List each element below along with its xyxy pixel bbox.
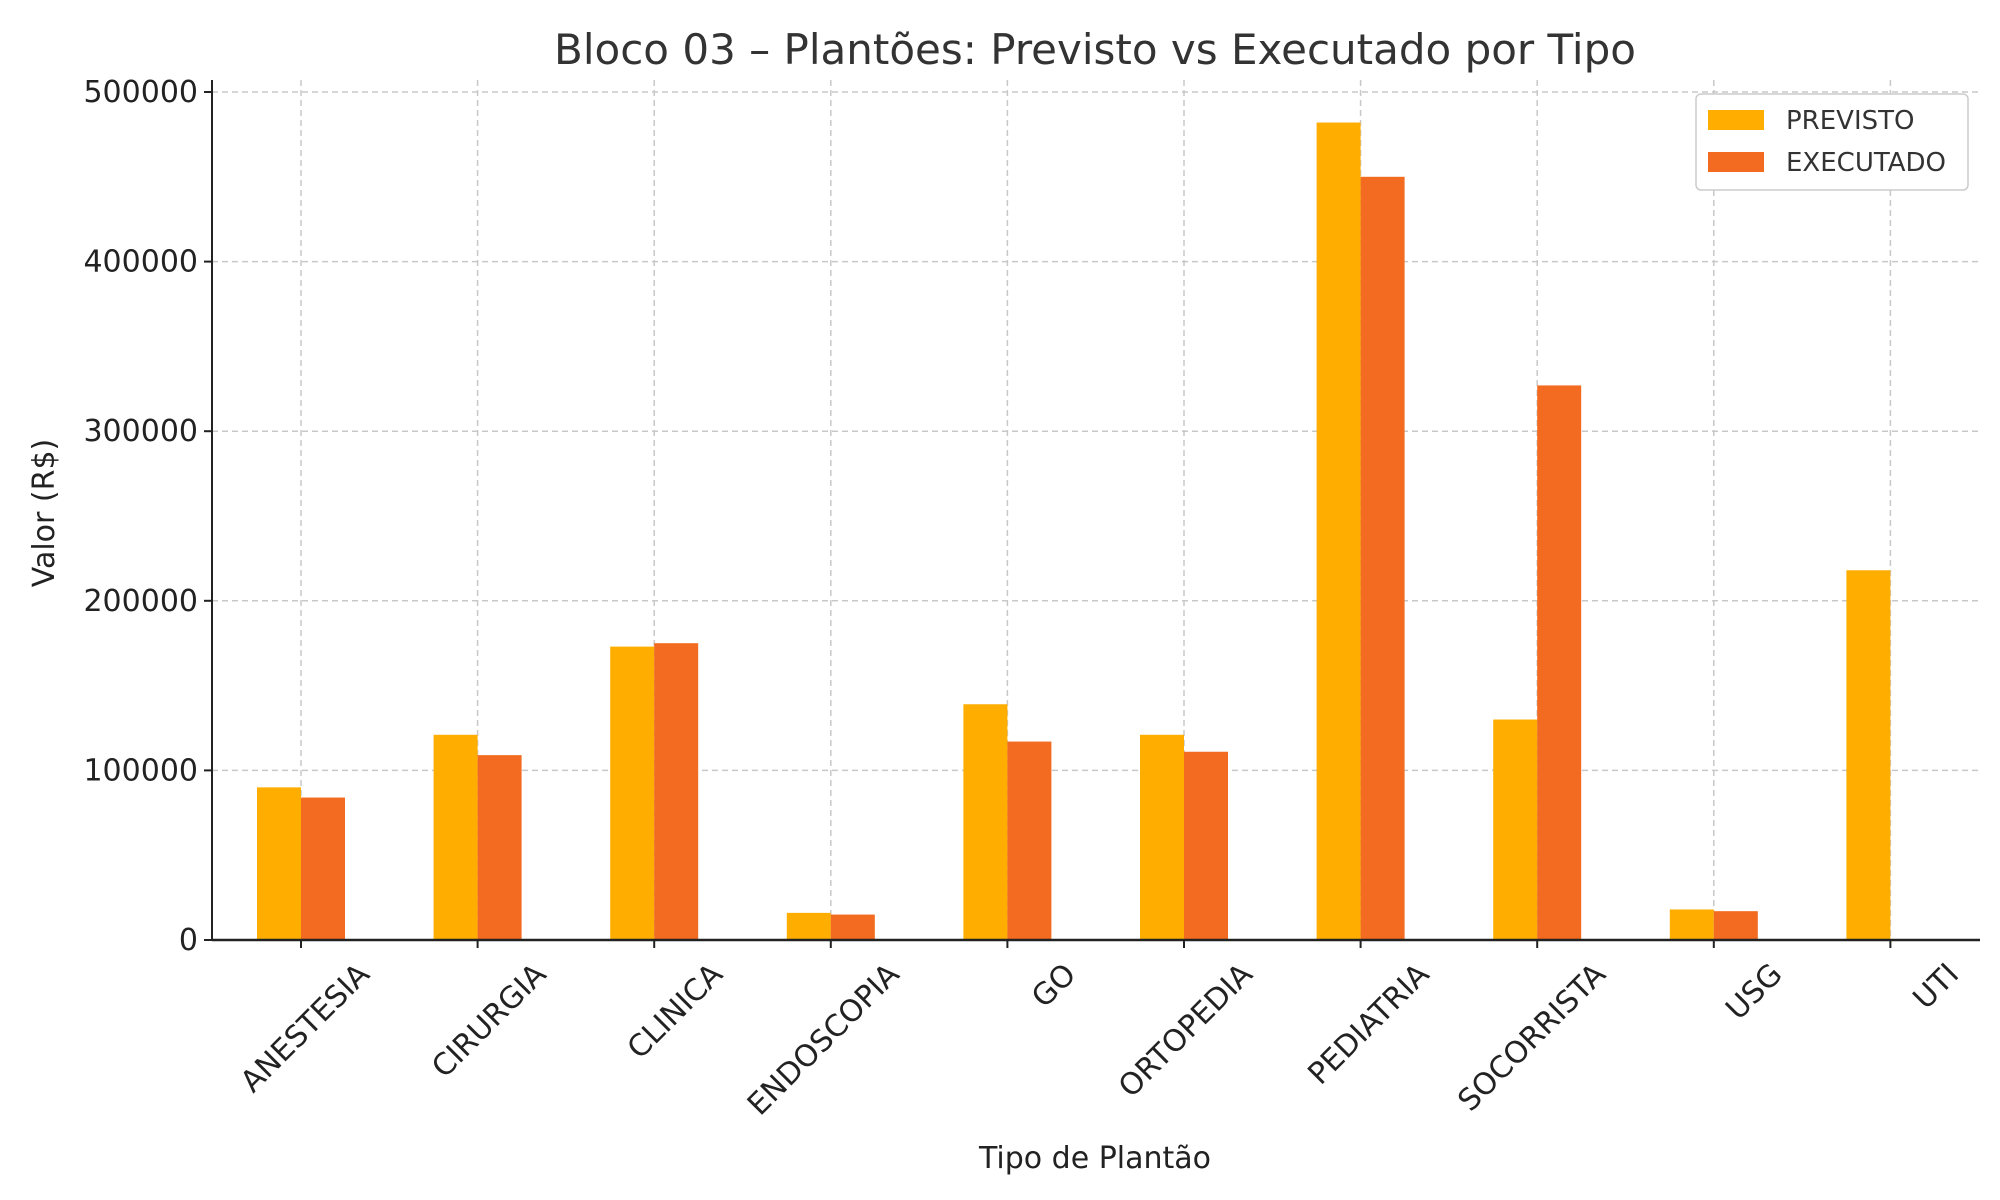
bar-previsto-socorrista (1493, 719, 1538, 940)
legend-label-previsto: PREVISTO (1786, 106, 1914, 136)
y-tick-label: 300000 (83, 414, 198, 449)
axes (204, 80, 1980, 948)
x-tick-label: GO (1025, 957, 1083, 1015)
bar-previsto-pediatria (1316, 122, 1361, 940)
bar-previsto-clinica (610, 646, 655, 940)
bar-executado-usg (1713, 911, 1758, 940)
bar-executado-cirurgia (477, 755, 522, 940)
bar-previsto-anestesia (257, 787, 301, 940)
bar-executado-anestesia (301, 797, 345, 940)
bar-previsto-usg (1669, 909, 1714, 940)
legend-swatch-previsto (1708, 110, 1764, 130)
bar-executado-endoscopia (830, 914, 875, 940)
chart-title: Bloco 03 – Plantões: Previsto vs Executa… (554, 25, 1636, 74)
y-tick-label: 500000 (83, 75, 198, 110)
x-tick-label: CLINICA (621, 957, 730, 1066)
x-tick-label: CIRURGIA (425, 957, 553, 1085)
bar-executado-go (1007, 741, 1052, 940)
legend-swatch-executado (1708, 152, 1764, 172)
x-tick-label: PEDIATRIA (1301, 957, 1436, 1092)
x-tick-label: UTI (1907, 957, 1966, 1016)
x-axis-label: Tipo de Plantão (978, 1141, 1211, 1176)
bar-executado-clinica (654, 643, 699, 940)
x-tick-label: USG (1719, 957, 1789, 1027)
y-tick-label: 0 (179, 923, 198, 958)
bar-previsto-go (963, 704, 1008, 940)
bar-previsto-cirurgia (433, 734, 478, 940)
legend: PREVISTO EXECUTADO (1695, 93, 1969, 191)
bar-executado-ortopedia (1184, 751, 1228, 940)
legend-label-executado: EXECUTADO (1786, 148, 1946, 178)
x-tick-label: ENDOSCOPIA (741, 957, 907, 1123)
y-tick-label: 100000 (83, 753, 198, 788)
bar-previsto-endoscopia (786, 912, 831, 940)
bar-executado-socorrista (1537, 385, 1582, 941)
bar-previsto-uti (1846, 570, 1891, 940)
y-tick-label: 400000 (83, 245, 198, 280)
y-axis-label: Valor (R$) (27, 439, 62, 587)
x-tick-label: ORTOPEDIA (1112, 957, 1260, 1105)
bar-previsto-ortopedia (1140, 734, 1184, 940)
tick-labels: 0 100000 200000 300000 400000 500000 ANESTESIA… (83, 75, 1966, 1123)
bar-executado-pediatria (1360, 176, 1405, 941)
x-tick-label: SOCORRISTA (1451, 957, 1613, 1119)
x-tick-label: ANESTESIA (234, 957, 377, 1100)
bars (257, 122, 1891, 941)
y-tick-label: 200000 (83, 584, 198, 619)
